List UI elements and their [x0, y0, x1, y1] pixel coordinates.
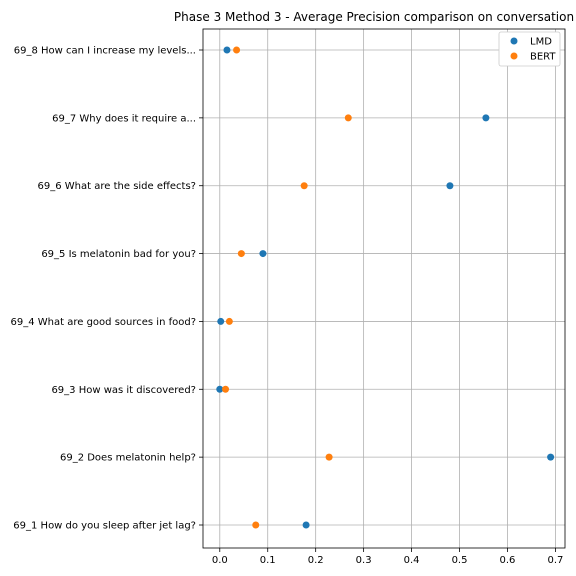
y-tick-label: 69_2 Does melatonin help?: [60, 453, 196, 464]
point-bert: [252, 521, 260, 529]
legend-label-bert: BERT: [530, 52, 556, 63]
chart-title: Phase 3 Method 3 - Average Precision com…: [174, 10, 574, 24]
y-tick-label: 69_5 Is melatonin bad for you?: [41, 249, 196, 260]
point-lmd: [216, 385, 224, 393]
point-lmd: [547, 453, 555, 461]
x-tick-label: 0.3: [356, 555, 372, 566]
axis-ticks: 0.0 0.1 0.2 0.3 0.4 0.5 0.6 0.7 69_1 How do you …: [11, 46, 564, 567]
y-tick-label: 69_7 Why does it require a...: [52, 113, 196, 124]
point-lmd: [482, 114, 490, 122]
point-bert: [233, 46, 241, 54]
point-bert: [237, 250, 245, 258]
x-tick-label: 0.0: [212, 555, 228, 566]
legend: LMD BERT: [498, 31, 561, 67]
y-tick-label: 69_4 What are good sources in food?: [11, 317, 196, 328]
point-lmd: [217, 317, 225, 325]
legend-marker-bert: [510, 52, 518, 60]
point-bert: [325, 453, 333, 461]
plot-frame: [202, 28, 566, 549]
point-lmd: [446, 182, 454, 190]
x-tick-label: 0.1: [260, 555, 276, 566]
data-points: [216, 46, 555, 529]
x-tick-label: 0.4: [404, 555, 420, 566]
legend-label-lmd: LMD: [530, 37, 552, 48]
x-tick-label: 0.5: [452, 555, 468, 566]
y-tick-label: 69_6 What are the side effects?: [38, 181, 196, 192]
y-tick-label: 69_3 How was it discovered?: [51, 385, 196, 396]
legend-marker-lmd: [510, 37, 518, 45]
y-tick-label: 69_8 How can I increase my levels...: [14, 46, 196, 57]
x-tick-label: 0.6: [500, 555, 516, 566]
x-tick-label: 0.2: [308, 555, 324, 566]
point-lmd: [223, 46, 231, 54]
point-bert: [225, 317, 233, 325]
x-tick-label: 0.7: [547, 555, 563, 566]
point-bert: [222, 385, 230, 393]
point-bert: [300, 182, 308, 190]
point-bert: [344, 114, 352, 122]
grid: [203, 29, 565, 548]
point-lmd: [302, 521, 310, 529]
point-lmd: [259, 250, 267, 258]
y-tick-label: 69_1 How do you sleep after jet lag?: [13, 521, 196, 532]
